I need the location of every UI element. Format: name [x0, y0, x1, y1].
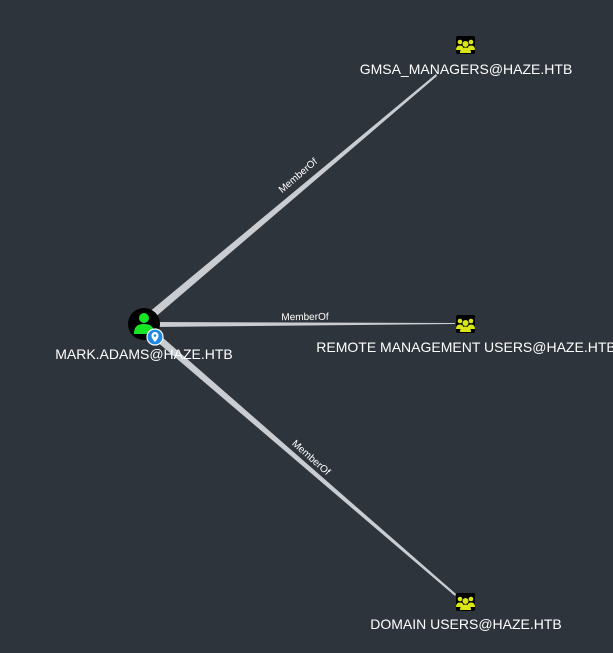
- pin-shape: [151, 332, 159, 342]
- node-label: REMOTE MANAGEMENT USERS@HAZE.HTB: [316, 339, 613, 355]
- group-icon: [456, 36, 475, 54]
- edge-line: [149, 330, 456, 596]
- member-right-body: [468, 324, 475, 329]
- member-center-body: [460, 47, 471, 53]
- node-label: MARK.ADAMS@HAZE.HTB: [55, 346, 233, 362]
- group-icon: [456, 315, 475, 333]
- member-center-body: [460, 604, 471, 610]
- member-left-body: [456, 602, 463, 607]
- member-left-head: [457, 318, 463, 324]
- edge-line: [148, 74, 437, 319]
- member-center-head: [462, 320, 469, 326]
- member-center-body: [460, 326, 471, 332]
- edges-layer: MemberOf MemberOf MemberOf: [148, 74, 456, 596]
- member-center-head: [462, 41, 469, 47]
- edge-label: MemberOf: [281, 312, 329, 323]
- edge-memberof-domain-users[interactable]: MemberOf: [149, 330, 456, 596]
- edge-line: [150, 322, 455, 327]
- member-right-body: [468, 602, 475, 607]
- node-group-remote-management-users[interactable]: REMOTE MANAGEMENT USERS@HAZE.HTB: [316, 315, 613, 355]
- node-group-gmsa-managers[interactable]: GMSA_MANAGERS@HAZE.HTB: [360, 36, 573, 77]
- node-group-domain-users[interactable]: DOMAIN USERS@HAZE.HTB: [370, 593, 562, 632]
- group-icon: [456, 593, 475, 611]
- member-right-head: [468, 39, 474, 45]
- member-left-head: [457, 39, 463, 45]
- node-label: DOMAIN USERS@HAZE.HTB: [370, 616, 562, 632]
- pin-dot: [153, 334, 157, 337]
- member-center-head: [462, 598, 469, 604]
- member-right-body: [468, 45, 475, 50]
- user-icon-head: [139, 313, 149, 323]
- member-left-body: [456, 45, 463, 50]
- member-left-head: [457, 596, 463, 602]
- node-user-mark-adams[interactable]: MARK.ADAMS@HAZE.HTB: [55, 308, 233, 362]
- edge-memberof-remote-management-users[interactable]: MemberOf: [150, 312, 455, 327]
- member-right-head: [468, 596, 474, 602]
- member-right-head: [468, 318, 474, 324]
- member-left-body: [456, 324, 463, 329]
- edge-memberof-gmsa-managers[interactable]: MemberOf: [148, 74, 437, 319]
- node-label: GMSA_MANAGERS@HAZE.HTB: [360, 61, 573, 77]
- location-pin-icon: [146, 328, 164, 346]
